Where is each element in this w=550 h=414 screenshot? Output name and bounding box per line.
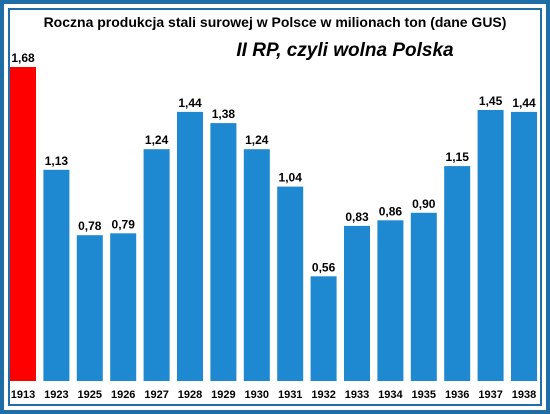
x-tick-label-1935: 1935: [412, 389, 436, 401]
x-tick-label-1925: 1925: [78, 389, 102, 401]
bar-1929: [210, 123, 237, 381]
value-label-1927: 1,24: [145, 133, 169, 147]
x-tick-label-1913: 1913: [11, 389, 35, 401]
value-label-1938: 1,44: [512, 96, 536, 110]
bar-1931: [277, 186, 304, 381]
value-label-1932: 0,56: [312, 260, 336, 274]
bar-1927: [143, 149, 170, 381]
x-tick-label-1932: 1932: [311, 389, 335, 401]
value-label-1926: 0,79: [112, 217, 136, 231]
value-label-1928: 1,44: [178, 96, 202, 110]
x-tick-label-1938: 1938: [512, 389, 536, 401]
x-tick-label-1931: 1931: [278, 389, 302, 401]
x-tick-label-1934: 1934: [378, 389, 403, 401]
bar-1937: [477, 110, 504, 381]
x-tick-label-1933: 1933: [345, 389, 369, 401]
chart-title: Roczna produkcja stali surowej w Polsce …: [44, 14, 507, 30]
bar-1913: [10, 67, 36, 381]
x-tick-labels-group: 1913 1923 1925 1926 1927 1928 1929 1930 1931 1932…: [11, 389, 536, 401]
x-tick-label-1928: 1928: [178, 389, 202, 401]
value-label-1937: 1,45: [479, 94, 503, 108]
bar-1923: [43, 169, 70, 381]
bar-1930: [243, 149, 270, 381]
value-label-1930: 1,24: [245, 133, 269, 147]
x-tick-label-1929: 1929: [211, 389, 235, 401]
x-tick-label-1930: 1930: [245, 389, 269, 401]
x-tick-label-1927: 1927: [144, 389, 168, 401]
value-label-1929: 1,38: [212, 107, 236, 121]
bar-1932: [310, 276, 337, 381]
bar-1933: [344, 225, 370, 381]
bar-1926: [110, 233, 137, 381]
x-tick-label-1937: 1937: [478, 389, 502, 401]
bar-1925: [76, 235, 103, 381]
x-tick-label-1936: 1936: [445, 389, 469, 401]
chart-subtitle: II RP, czyli wolna Polska: [236, 40, 454, 61]
bar-1938: [511, 111, 537, 382]
x-tick-label-1926: 1926: [111, 389, 135, 401]
value-label-1923: 1,13: [45, 154, 69, 168]
bar-1934: [377, 220, 404, 381]
value-label-1936: 1,15: [446, 150, 470, 164]
bars-group: [10, 67, 537, 382]
value-label-1913: 1,68: [11, 51, 35, 65]
chart-inner-border: [8, 8, 542, 406]
bar-1928: [177, 111, 203, 382]
value-label-1935: 0,90: [412, 197, 436, 211]
value-label-1934: 0,86: [379, 204, 403, 218]
bar-1935: [410, 212, 437, 381]
bar-1936: [444, 166, 471, 381]
value-label-1933: 0,83: [345, 210, 369, 224]
value-label-1931: 1,04: [279, 171, 303, 185]
x-tick-label-1923: 1923: [44, 389, 68, 401]
value-label-1925: 0,78: [78, 219, 102, 233]
value-labels-group: 1,68 1,13 0,78 0,79 1,24 1,44 1,38 1,24 1,04 0,56…: [11, 51, 536, 274]
